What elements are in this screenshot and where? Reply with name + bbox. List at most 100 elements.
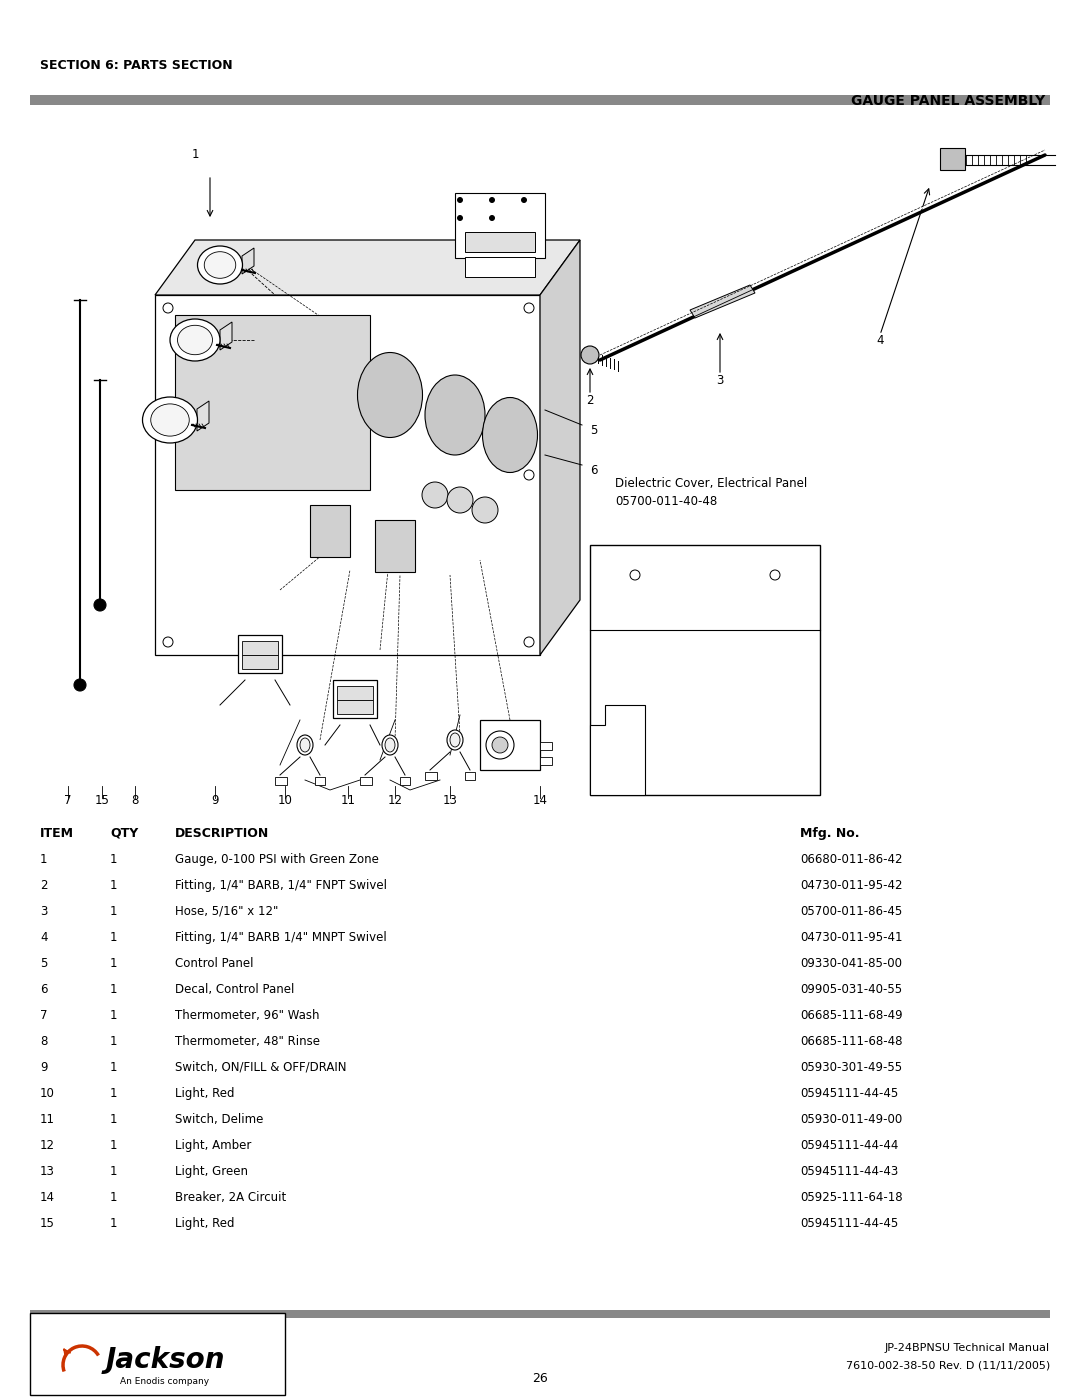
Text: 1: 1 (110, 1113, 118, 1126)
Circle shape (486, 731, 514, 759)
Text: JP-24BPNSU Technical Manual: JP-24BPNSU Technical Manual (885, 1343, 1050, 1354)
Ellipse shape (357, 352, 422, 437)
Text: Thermometer, 48" Rinse: Thermometer, 48" Rinse (175, 1035, 320, 1048)
Ellipse shape (384, 738, 395, 752)
Ellipse shape (198, 246, 243, 284)
Text: 1: 1 (110, 1060, 118, 1074)
Text: 4: 4 (876, 334, 883, 346)
Text: Gauge, 0-100 PSI with Green Zone: Gauge, 0-100 PSI with Green Zone (175, 854, 379, 866)
Circle shape (75, 679, 86, 692)
Text: 1: 1 (110, 1087, 118, 1099)
Ellipse shape (483, 398, 538, 472)
Text: ITEM: ITEM (40, 827, 75, 840)
Text: 09905-031-40-55: 09905-031-40-55 (800, 983, 902, 996)
Polygon shape (156, 240, 580, 295)
Bar (465, 773, 475, 780)
Text: Light, Green: Light, Green (175, 1165, 248, 1178)
Text: 7: 7 (64, 793, 71, 806)
Text: Dielectric Cover, Electrical Panel: Dielectric Cover, Electrical Panel (615, 476, 807, 490)
Bar (360, 777, 372, 785)
Text: 13: 13 (40, 1165, 55, 1178)
Text: SECTION 6: PARTS SECTION: SECTION 6: PARTS SECTION (40, 59, 232, 73)
Circle shape (524, 637, 534, 647)
Text: Decal, Control Panel: Decal, Control Panel (175, 983, 295, 996)
Bar (480, 719, 540, 770)
Bar (275, 777, 287, 785)
Ellipse shape (177, 326, 213, 355)
Text: 15: 15 (95, 793, 109, 806)
Text: 1: 1 (110, 905, 118, 918)
Ellipse shape (300, 738, 310, 752)
Circle shape (163, 637, 173, 647)
Circle shape (472, 497, 498, 522)
Text: 11: 11 (40, 1113, 55, 1126)
Circle shape (163, 303, 173, 313)
Ellipse shape (382, 735, 399, 754)
Polygon shape (197, 401, 210, 432)
Text: 6: 6 (40, 983, 48, 996)
Text: 14: 14 (532, 793, 548, 806)
Text: Control Panel: Control Panel (175, 957, 254, 970)
Text: 6: 6 (590, 464, 597, 476)
Text: 5: 5 (40, 957, 48, 970)
Text: Mfg. No.: Mfg. No. (800, 827, 860, 840)
Text: 4: 4 (40, 930, 48, 944)
Text: Hose, 5/16" x 12": Hose, 5/16" x 12" (175, 905, 279, 918)
Text: 5: 5 (590, 423, 597, 436)
Circle shape (770, 570, 780, 580)
Circle shape (581, 346, 599, 365)
Text: Fitting, 1/4" BARB, 1/4" FNPT Swivel: Fitting, 1/4" BARB, 1/4" FNPT Swivel (175, 879, 387, 893)
Text: 2: 2 (586, 394, 594, 407)
Text: 06685-111-68-49: 06685-111-68-49 (800, 1009, 903, 1023)
Text: 1: 1 (110, 1217, 118, 1229)
Text: 1: 1 (110, 879, 118, 893)
Text: 12: 12 (40, 1139, 55, 1153)
Text: Light, Red: Light, Red (175, 1087, 234, 1099)
Circle shape (457, 215, 463, 221)
Circle shape (489, 215, 495, 221)
Ellipse shape (450, 733, 460, 747)
Text: 26: 26 (532, 1372, 548, 1384)
Text: 05945111-44-44: 05945111-44-44 (800, 1139, 899, 1153)
Text: Switch, Delime: Switch, Delime (175, 1113, 264, 1126)
Text: 8: 8 (40, 1035, 48, 1048)
Text: 7: 7 (40, 1009, 48, 1023)
Text: 09330-041-85-00: 09330-041-85-00 (800, 957, 902, 970)
Text: 13: 13 (443, 793, 458, 806)
Text: 7610-002-38-50 Rev. D (11/11/2005): 7610-002-38-50 Rev. D (11/11/2005) (846, 1361, 1050, 1370)
Circle shape (457, 197, 463, 203)
Bar (940, 148, 966, 170)
Bar (337, 700, 373, 714)
Bar (30, 1310, 1050, 1317)
Circle shape (521, 197, 527, 203)
Bar (337, 686, 373, 700)
Bar (465, 257, 535, 277)
Text: 12: 12 (388, 793, 403, 806)
Circle shape (94, 599, 106, 610)
Text: Jackson: Jackson (105, 1345, 225, 1375)
Text: 05945111-44-45: 05945111-44-45 (800, 1087, 899, 1099)
Text: 1: 1 (110, 1035, 118, 1048)
Text: 1: 1 (110, 1165, 118, 1178)
Polygon shape (156, 295, 540, 655)
Text: 04730-011-95-42: 04730-011-95-42 (800, 879, 903, 893)
Ellipse shape (297, 735, 313, 754)
Text: 1: 1 (110, 957, 118, 970)
Text: 05700-011-40-48: 05700-011-40-48 (615, 495, 717, 509)
Bar (238, 636, 282, 673)
Bar (540, 742, 552, 750)
Ellipse shape (204, 251, 235, 278)
Text: Fitting, 1/4" BARB 1/4" MNPT Swivel: Fitting, 1/4" BARB 1/4" MNPT Swivel (175, 930, 387, 944)
Ellipse shape (426, 374, 485, 455)
Text: 04730-011-95-41: 04730-011-95-41 (800, 930, 903, 944)
Text: 3: 3 (40, 905, 48, 918)
Text: 9: 9 (40, 1060, 48, 1074)
Circle shape (447, 488, 473, 513)
Bar (455, 193, 545, 258)
Polygon shape (220, 321, 232, 351)
Bar (333, 680, 377, 718)
Ellipse shape (143, 397, 198, 443)
Circle shape (630, 570, 640, 580)
Ellipse shape (151, 404, 189, 436)
Polygon shape (690, 285, 755, 319)
